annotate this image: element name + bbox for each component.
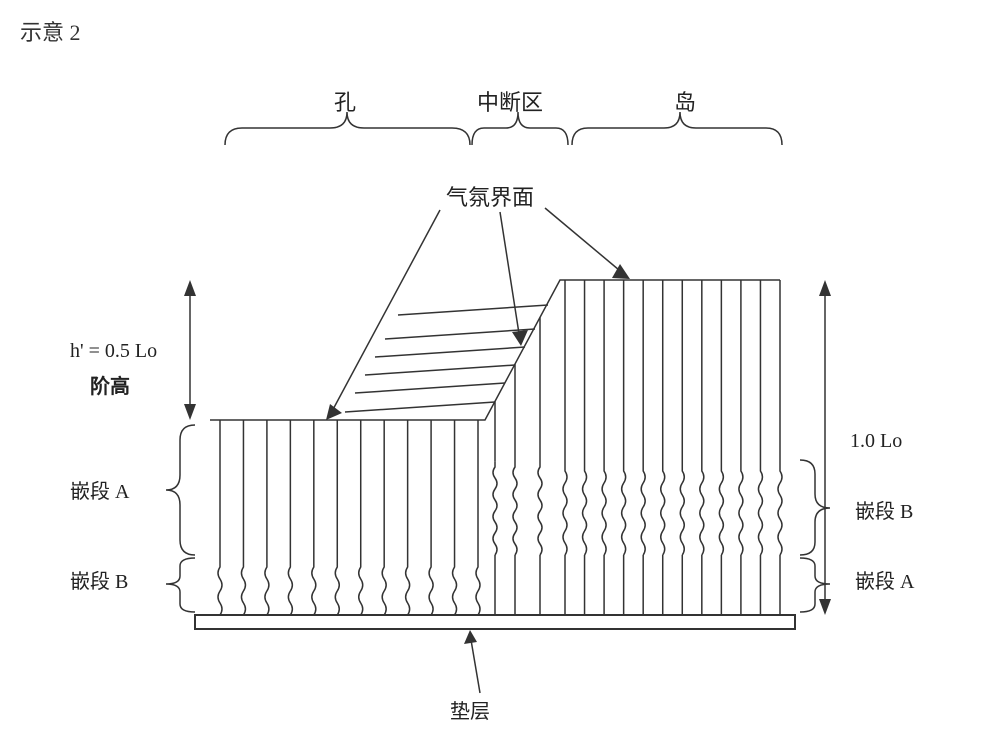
arrow-air-right xyxy=(545,208,625,275)
arrow-air-left xyxy=(330,210,440,415)
brace-holes xyxy=(225,112,470,145)
arrow-underlayer xyxy=(470,634,480,693)
brace-islands xyxy=(572,112,782,145)
brace-interrupt xyxy=(472,112,568,145)
surface-outline xyxy=(210,280,780,420)
arrow-underlayer-head xyxy=(464,630,477,644)
diagram-svg xyxy=(0,0,1000,755)
full-height-arrow-up xyxy=(819,280,831,296)
arrow-air-mid xyxy=(500,212,520,340)
step-height-arrow-down xyxy=(184,404,196,420)
underlayer-rect xyxy=(195,615,795,629)
brace-left-block-b xyxy=(166,558,195,612)
step-height-arrow-up xyxy=(184,280,196,296)
brace-left-block-a xyxy=(166,425,195,555)
polymer-chains xyxy=(218,280,782,615)
full-height-arrow-down xyxy=(819,599,831,615)
